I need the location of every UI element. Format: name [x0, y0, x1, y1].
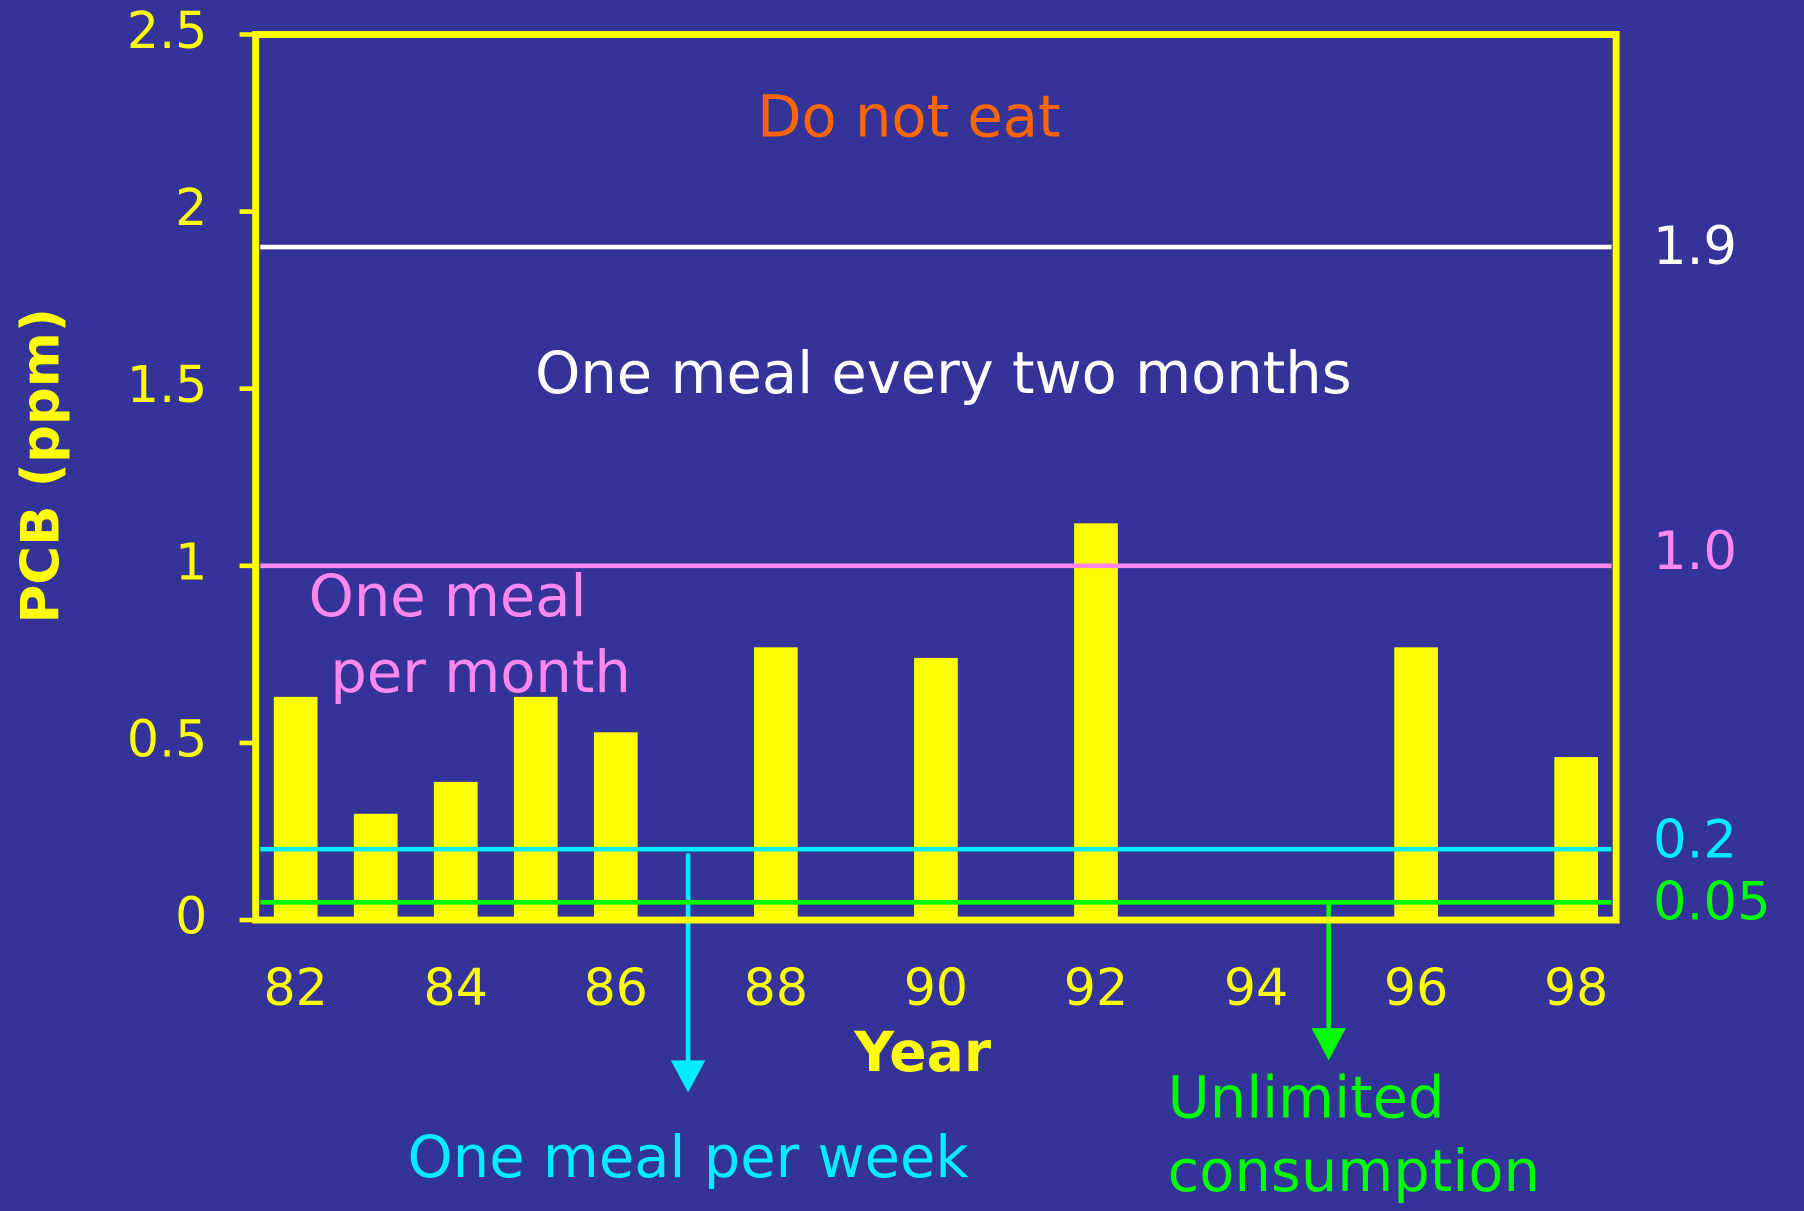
y-tick-label: 2.5: [127, 1, 207, 60]
bar: [1074, 523, 1118, 921]
x-tick-label: 96: [1384, 958, 1448, 1017]
x-tick-label: 94: [1224, 958, 1288, 1017]
threshold-label: 0.2: [1653, 810, 1737, 871]
arrow-head: [670, 1060, 706, 1093]
x-tick-label: 98: [1544, 958, 1608, 1017]
annotation: One meal every two months: [535, 340, 1352, 407]
x-tick-label: 92: [1064, 958, 1128, 1017]
annotation: consumption: [1168, 1138, 1540, 1205]
bar: [1554, 757, 1599, 921]
x-axis-label: Year: [853, 1021, 992, 1085]
annotation: per month: [330, 639, 630, 706]
bar: [914, 657, 958, 921]
annotation: One meal per week: [408, 1124, 970, 1191]
y-tick-label: 0.5: [127, 709, 207, 768]
bar: [593, 732, 638, 921]
y-tick-label: 2: [175, 178, 207, 237]
x-tick-label: 88: [744, 958, 808, 1017]
annotation: One meal: [309, 563, 587, 630]
annotation: Unlimited: [1168, 1064, 1445, 1131]
plot-frame: [252, 31, 1620, 924]
arrow-head: [1311, 1028, 1346, 1061]
threshold-label: 0.05: [1653, 872, 1771, 933]
y-axis-label: PCB (ppm): [11, 308, 72, 623]
x-tick-label: 86: [584, 958, 648, 1017]
x-tick-label: 90: [904, 958, 968, 1017]
bar: [1394, 647, 1438, 921]
threshold-label: 1.9: [1653, 216, 1737, 277]
bar: [754, 647, 798, 921]
y-tick-label: 0: [175, 887, 207, 946]
y-tick-label: 1: [175, 532, 207, 591]
threshold-label: 1.0: [1653, 521, 1737, 582]
bar: [513, 696, 558, 921]
x-tick-label: 82: [263, 958, 327, 1017]
y-tick-label: 1.5: [127, 355, 207, 414]
annotation: Do not eat: [757, 83, 1060, 150]
x-tick-label: 84: [424, 958, 488, 1017]
bar: [273, 696, 318, 921]
